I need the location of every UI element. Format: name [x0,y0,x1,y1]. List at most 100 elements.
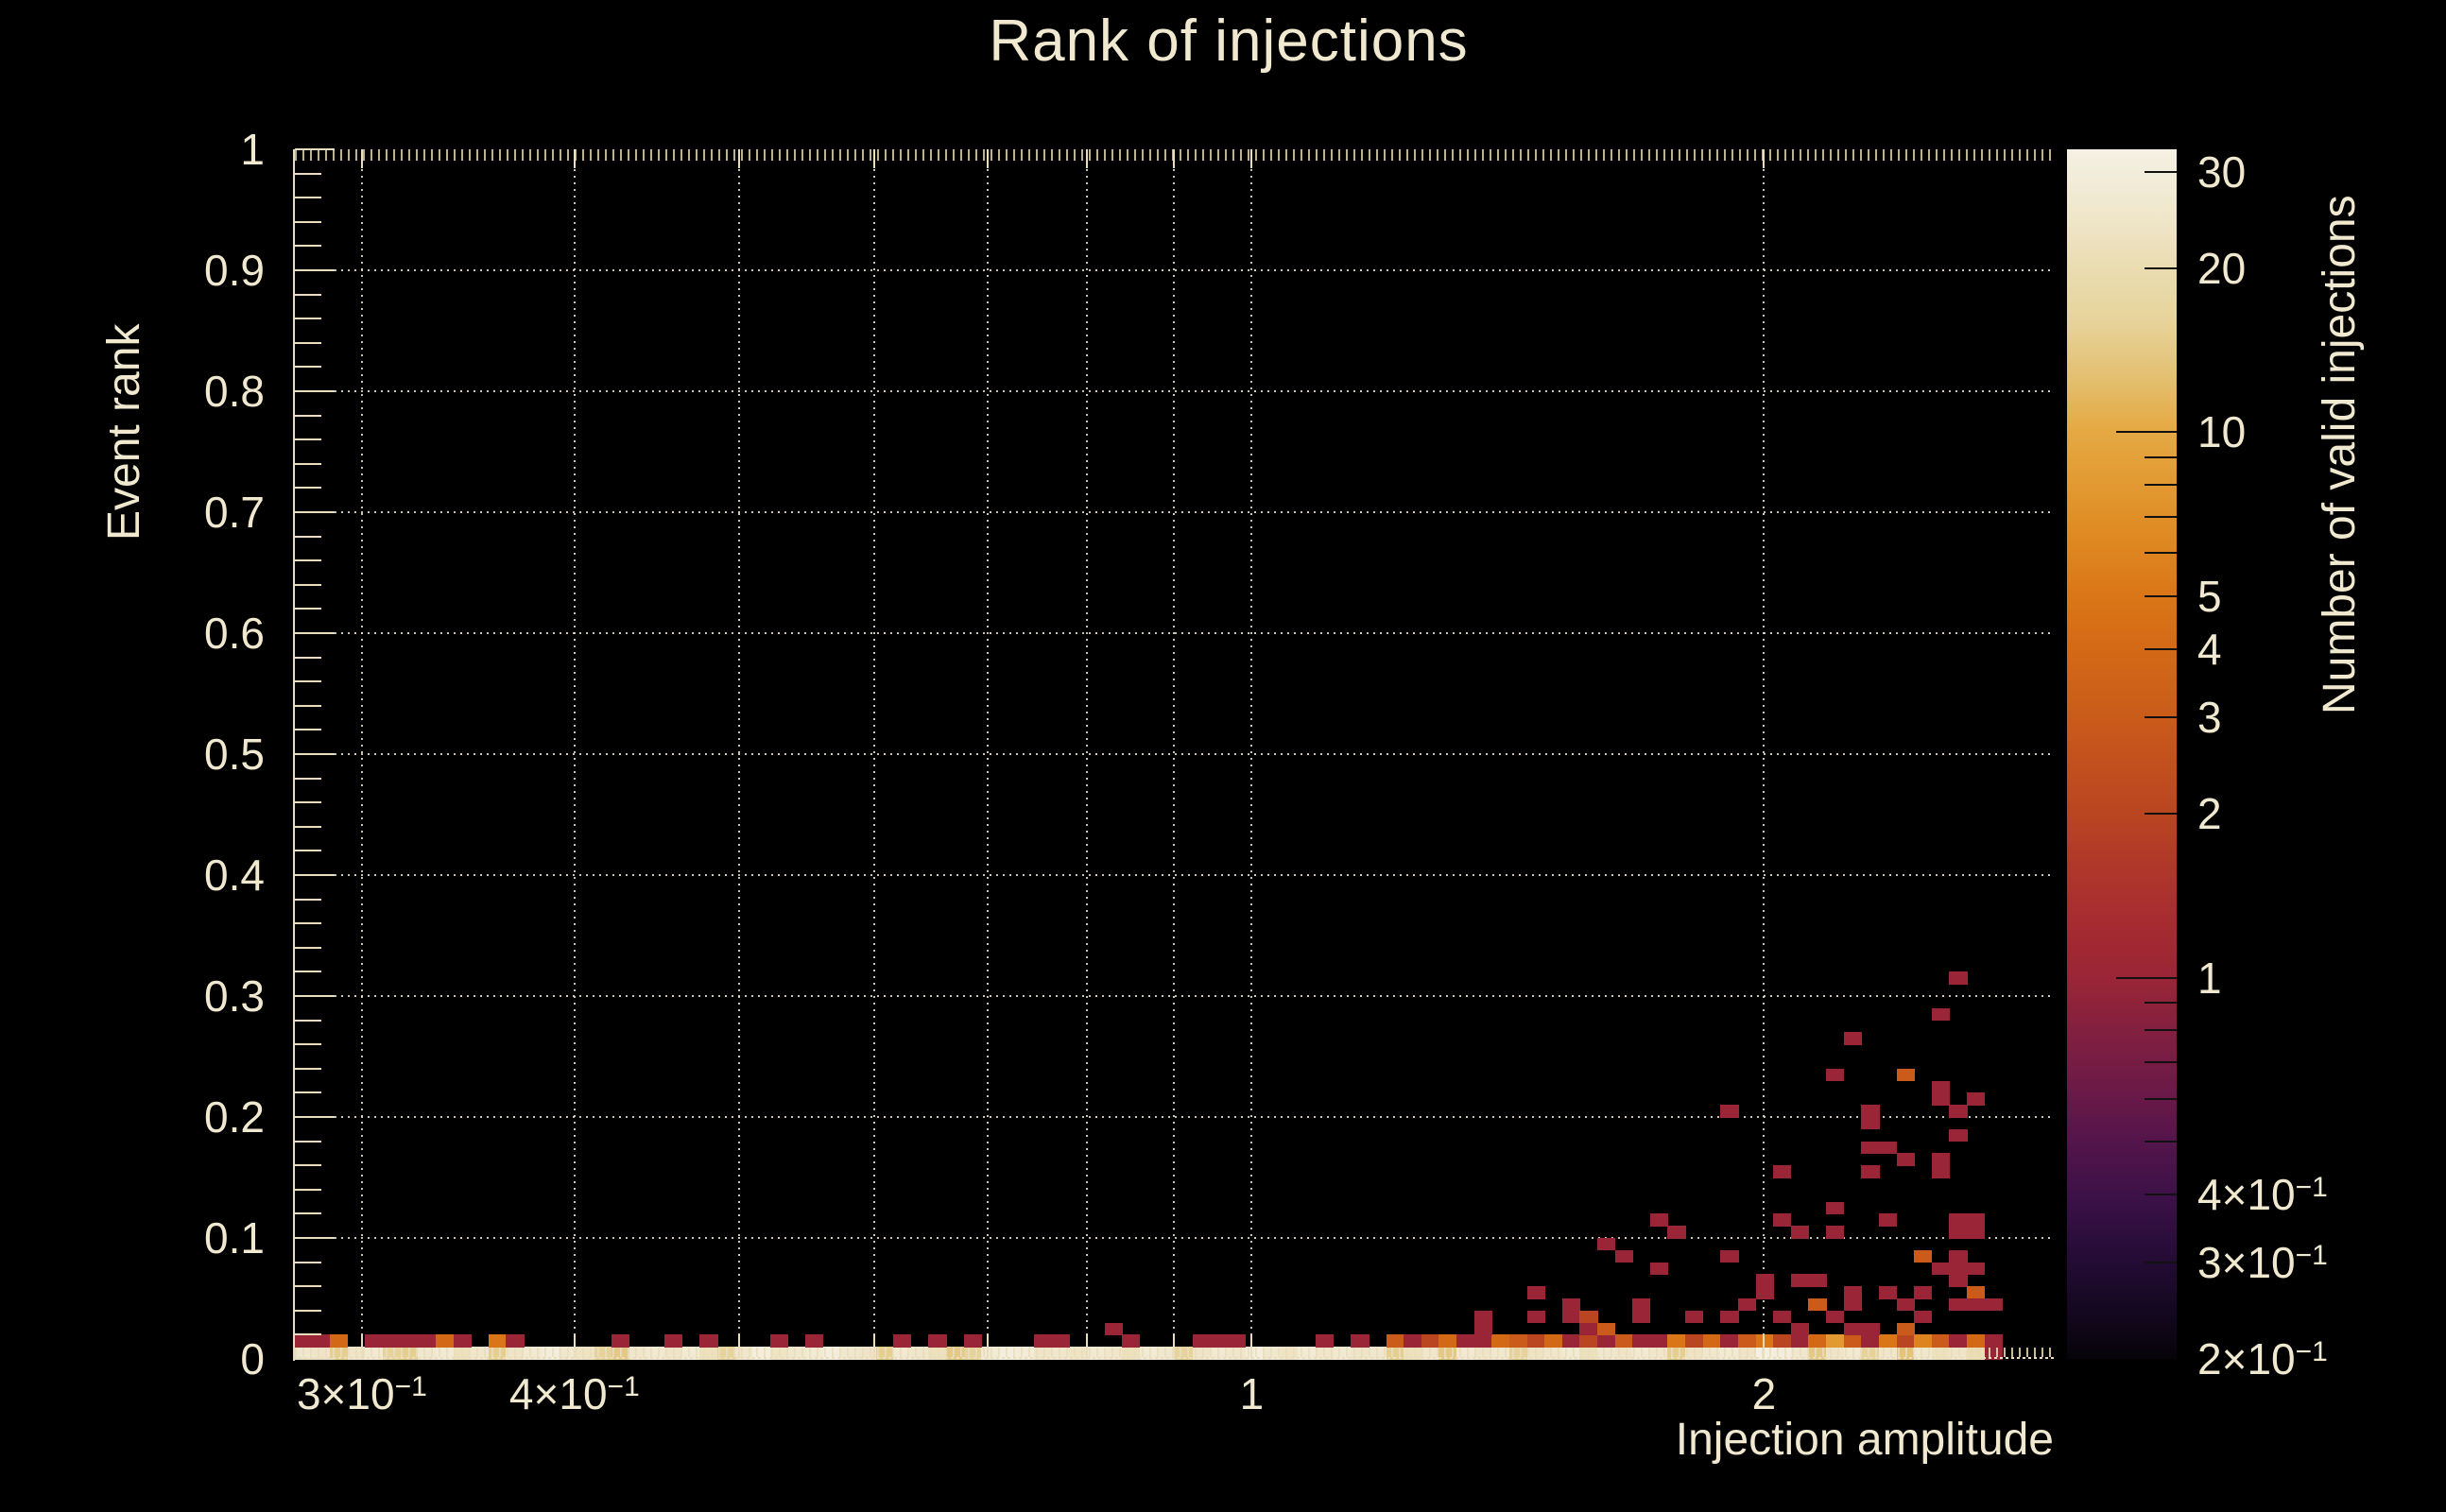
y-axis-major-tick [295,874,335,876]
y-axis-major-tick [295,995,335,997]
colorbar-minor-tick [2145,552,2177,555]
y-axis-minor-tick [295,1212,321,1215]
colorbar-minor-tick [2145,1262,2177,1264]
heatmap-cell [1456,1334,1475,1348]
heatmap-cell [1861,1117,1880,1130]
heatmap-cell [1914,1334,1933,1348]
heatmap-cell [699,1334,718,1348]
colorbar-tick-label: 4 [2197,625,2222,674]
heatmap-cell [1878,1213,1898,1227]
heatmap-cell [1843,1032,1862,1045]
heatmap-cell [1544,1334,1563,1348]
heatmap-cell [1386,1334,1404,1348]
x-gridline [573,149,576,1359]
heatmap-cell [1649,1213,1669,1227]
heatmap-cell [1949,1298,1968,1312]
heatmap-cell [1826,1201,1845,1214]
heatmap-cell [1984,1298,2003,1312]
heatmap-cell [1967,1286,1986,1299]
x-axis-top-tick [738,149,741,168]
colorbar-major-tick [2116,976,2177,979]
y-axis-minor-tick [295,1188,321,1191]
y-axis-minor-tick [295,971,321,973]
y-tick-label: 0.8 [204,367,265,416]
y-axis-minor-tick [295,462,321,465]
heatmap-cell [769,1334,788,1348]
y-axis-minor-tick [295,1309,321,1312]
colorbar-tick-label: 2 [2197,788,2222,838]
x-gridline [1172,149,1175,1359]
heatmap-cell [1967,1226,1986,1239]
colorbar-tick-label: 4×10−1 [2197,1170,2328,1220]
x-axis-top-tick [872,149,875,168]
y-axis-minor-tick [295,704,321,707]
y-tick-label: 0.9 [204,246,265,295]
x-axis-top-tick [360,149,363,168]
y-axis-title: Event rank [99,323,149,541]
heatmap-cell [1685,1334,1704,1348]
heatmap-cell [1596,1322,1616,1335]
colorbar-minor-tick [2145,1194,2177,1196]
colorbar-tick-label: 3 [2197,693,2222,743]
y-axis-minor-tick [295,1043,321,1046]
heatmap-cell [1790,1322,1810,1335]
heatmap-cell [1931,1080,1951,1093]
colorbar-minor-tick [2145,595,2177,598]
x-gridline [738,149,741,1359]
y-tick-label: 0.2 [204,1092,265,1142]
heatmap-cell [1596,1238,1616,1251]
y-axis-minor-tick [295,172,321,175]
y-axis-minor-tick [295,608,321,610]
colorbar-minor-tick [2145,716,2177,719]
heatmap-cell [1579,1334,1598,1348]
chart-title: Rank of injections [989,9,1469,74]
y-axis-minor-tick [295,1140,321,1143]
y-axis-minor-tick [295,825,321,828]
heatmap-cell [1931,1007,1951,1022]
heatmap-cell [1773,1213,1792,1227]
heatmap-cell [1949,1213,1968,1227]
heatmap-cell [1720,1105,1739,1118]
x-axis-major-tick [872,1334,875,1359]
heatmap-cell [1790,1334,1810,1348]
y-axis-minor-tick [295,729,321,731]
y-axis-major-tick [295,1358,335,1360]
y-tick-label: 0.7 [204,488,265,537]
y-axis-minor-tick [295,583,321,586]
heatmap-cell [1861,1334,1880,1348]
heatmap-cell [1878,1286,1898,1299]
heatmap-cell [488,1334,508,1348]
heatmap-cell [1755,1274,1774,1287]
heatmap-cell [1051,1334,1070,1348]
colorbar-minor-tick [2145,812,2177,815]
x-axis-top-tick [1172,149,1175,168]
heatmap-cell [1826,1334,1845,1348]
x-axis-top-tick [1085,149,1088,168]
y-tick-label: 0.3 [204,971,265,1021]
y-axis-major-tick [295,269,335,271]
y-axis-minor-tick [295,438,321,441]
x-gridline [987,149,990,1359]
x-gridline [872,149,875,1359]
heatmap-cell [1404,1334,1422,1348]
heatmap-cell [1632,1334,1651,1348]
heatmap-cell [1984,1334,2003,1348]
y-axis-minor-tick [295,535,321,538]
y-axis-minor-tick [295,850,321,852]
heatmap-cell [1473,1334,1492,1348]
colorbar-tick-label: 20 [2197,243,2247,293]
heatmap-cell [1473,1310,1492,1324]
y-axis-minor-tick [295,318,321,320]
heatmap-cell [1508,1334,1528,1348]
x-axis-top-tick [987,149,990,168]
heatmap-cell [1949,1249,1968,1263]
y-axis-minor-tick [295,1164,321,1167]
heatmap-cell [1596,1334,1616,1348]
heatmap-cell [383,1334,402,1348]
heatmap-cell [664,1334,683,1348]
y-axis-minor-tick [295,1067,321,1070]
heatmap-cell [312,1334,331,1348]
heatmap-cell [1843,1322,1862,1335]
heatmap-cell [1843,1286,1862,1299]
y-axis-minor-tick [295,946,321,949]
